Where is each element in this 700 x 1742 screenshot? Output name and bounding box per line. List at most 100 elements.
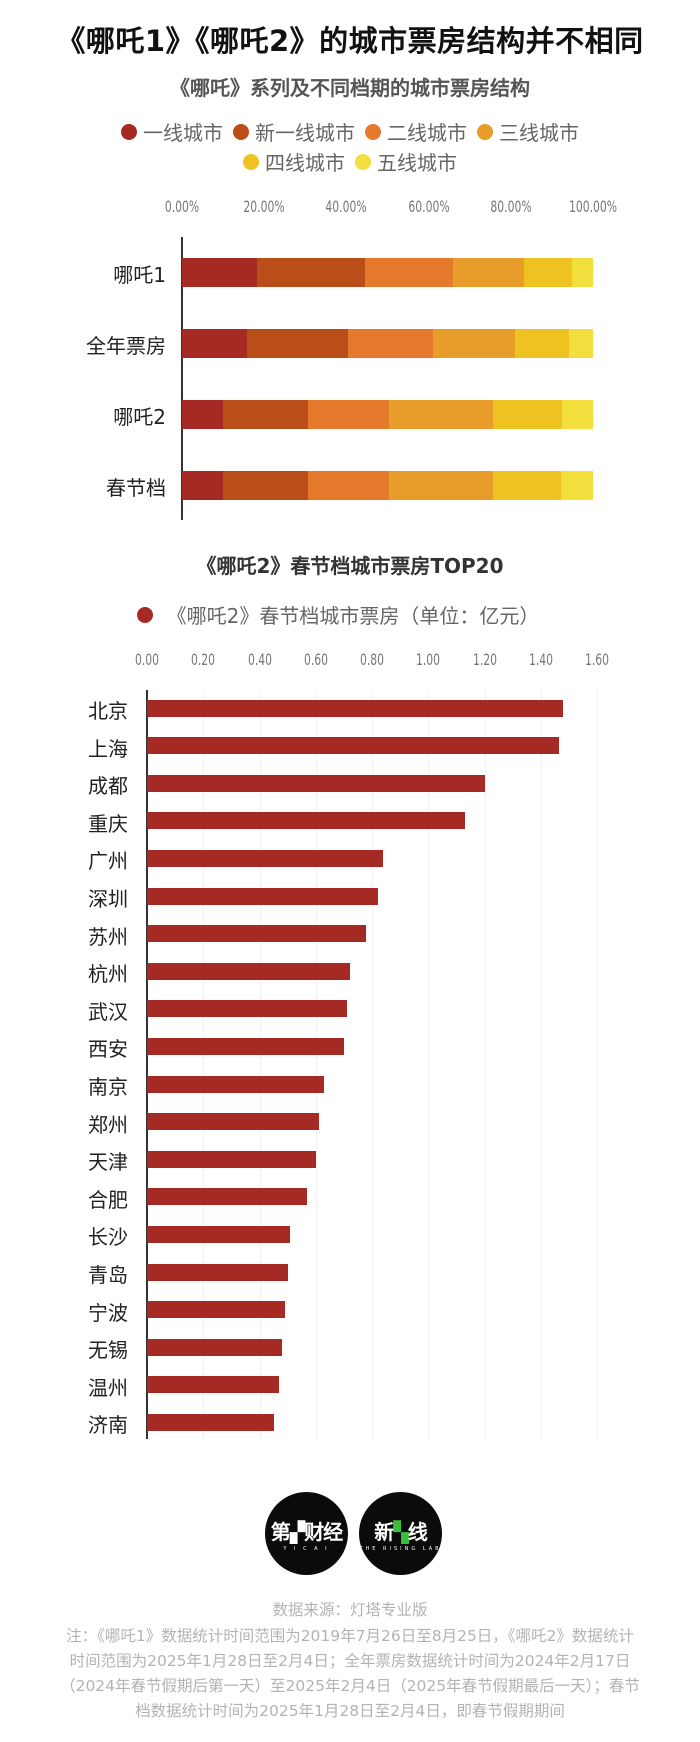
x-tick-label: 0.40 bbox=[247, 650, 272, 669]
bar-segment bbox=[182, 471, 224, 500]
page-title: 《哪吒1》《哪吒2》的城市票房结构并不相同 bbox=[56, 24, 644, 58]
x-tick-label: 20.00% bbox=[243, 197, 285, 216]
legend-row: 四线城市 五线城市 bbox=[0, 147, 700, 176]
bar-segment bbox=[560, 471, 593, 500]
category-label: 上海 bbox=[88, 736, 128, 761]
chart2-title: 《哪吒2》春节档城市票房TOP20 bbox=[196, 554, 504, 578]
bar-segment bbox=[572, 258, 593, 287]
bar-segment bbox=[523, 258, 572, 287]
legend-item: 四线城市 bbox=[243, 147, 345, 176]
city-bar bbox=[147, 1150, 316, 1168]
city-bar bbox=[147, 1113, 319, 1131]
legend-dot-icon bbox=[477, 123, 493, 140]
city-bar bbox=[147, 1301, 285, 1319]
bar-segment bbox=[433, 329, 516, 358]
x-tick-label: 1.60 bbox=[584, 650, 610, 669]
legend-item: 新一线城市 bbox=[233, 117, 355, 146]
category-label: 济南 bbox=[88, 1413, 128, 1438]
x-tick-label: 0.60 bbox=[303, 650, 328, 669]
bar-segment bbox=[562, 400, 593, 429]
legend-item: 一线城市 bbox=[121, 117, 223, 146]
legend-dot-icon bbox=[136, 606, 153, 623]
grid-line bbox=[372, 690, 373, 1439]
city-bar bbox=[147, 1188, 308, 1206]
category-label: 合肥 bbox=[88, 1187, 128, 1212]
bar-segment bbox=[569, 329, 593, 358]
city-bar bbox=[147, 774, 485, 792]
x-tick-label: 0.00 bbox=[134, 650, 160, 669]
legend-label: 一线城市 bbox=[143, 121, 223, 145]
chart1-title: 《哪吒》系列及不同档期的城市票房结构 bbox=[170, 76, 530, 100]
yicai-logo: 第▞财经 Y I C A I bbox=[265, 1492, 348, 1575]
bar-segment bbox=[389, 400, 494, 429]
category-label: 宁波 bbox=[88, 1300, 128, 1325]
legend-dot-icon bbox=[121, 123, 137, 140]
city-bar bbox=[147, 887, 378, 905]
grid-line bbox=[259, 690, 261, 1439]
category-label: 长沙 bbox=[88, 1225, 128, 1250]
legend-dot-icon bbox=[355, 153, 371, 170]
category-label: 春节档 bbox=[106, 476, 166, 500]
category-label: 全年票房 bbox=[86, 334, 166, 358]
grid-line bbox=[315, 690, 317, 1439]
category-label: 深圳 bbox=[88, 887, 128, 911]
legend-dot-icon bbox=[365, 123, 381, 140]
bar-segment bbox=[182, 329, 247, 358]
chart2-legend: 《哪吒2》春节档城市票房（单位：亿元） bbox=[0, 600, 688, 629]
city-bar bbox=[147, 1075, 325, 1093]
bar-segment bbox=[493, 471, 561, 500]
data-source: 数据来源：灯塔专业版 bbox=[272, 1601, 428, 1619]
category-label: 苏州 bbox=[88, 924, 128, 949]
grid-line bbox=[428, 690, 430, 1439]
category-label: 杭州 bbox=[88, 962, 128, 987]
category-label: 南京 bbox=[88, 1075, 128, 1099]
legend-item: 《哪吒2》春节档城市票房（单位：亿元） bbox=[136, 600, 540, 629]
x-tick-label: 1.20 bbox=[472, 650, 497, 669]
city-bar bbox=[147, 699, 564, 717]
city-bar bbox=[147, 1263, 288, 1281]
category-label: 青岛 bbox=[88, 1263, 128, 1287]
chart2-y-axis-line bbox=[146, 690, 148, 1439]
legend-item: 二线城市 bbox=[365, 117, 467, 146]
legend-label: 三线城市 bbox=[499, 121, 579, 145]
legend-label: 四线城市 bbox=[265, 151, 345, 175]
category-label: 哪吒2 bbox=[113, 405, 166, 429]
bar-segment bbox=[493, 400, 563, 429]
city-bar bbox=[147, 1413, 274, 1431]
grid-line bbox=[597, 690, 598, 1439]
category-label: 北京 bbox=[88, 699, 128, 723]
x-tick-label: 0.80 bbox=[359, 650, 385, 669]
legend-item: 五线城市 bbox=[355, 147, 457, 176]
bar-segment bbox=[308, 471, 390, 500]
city-bar bbox=[147, 812, 465, 830]
bar-segment bbox=[223, 400, 309, 429]
city-bar bbox=[147, 849, 384, 867]
x-tick-label: 1.00 bbox=[416, 650, 441, 669]
category-label: 成都 bbox=[88, 774, 128, 799]
category-label: 武汉 bbox=[88, 999, 128, 1024]
bar-segment bbox=[364, 258, 453, 287]
stacked-bar bbox=[182, 329, 593, 358]
city-bar bbox=[147, 737, 560, 755]
x-tick-label: 1.40 bbox=[528, 650, 553, 669]
x-tick-label: 40.00% bbox=[325, 197, 367, 216]
grid-line bbox=[484, 690, 486, 1439]
rising-lab-logo: 新▚线 THE RISING LAB bbox=[359, 1492, 442, 1575]
legend-label: 《哪吒2》春节档城市票房（单位：亿元） bbox=[166, 604, 540, 628]
stacked-bar bbox=[182, 471, 593, 500]
legend-item: 三线城市 bbox=[477, 117, 579, 146]
bar-segment bbox=[223, 471, 309, 500]
city-bar bbox=[147, 1225, 291, 1243]
category-label: 西安 bbox=[88, 1037, 128, 1062]
x-tick-label: 60.00% bbox=[408, 197, 450, 216]
bar-segment bbox=[452, 258, 524, 287]
bar-segment bbox=[246, 329, 349, 358]
legend-row: 一线城市 新一线城市 二线城市 三线城市 bbox=[0, 117, 700, 146]
grid-line bbox=[203, 690, 205, 1439]
grid-line bbox=[540, 690, 542, 1439]
bar-segment bbox=[182, 400, 224, 429]
city-bar bbox=[147, 1376, 280, 1394]
city-bar bbox=[147, 1000, 347, 1018]
category-label: 无锡 bbox=[88, 1338, 128, 1363]
category-label: 天津 bbox=[88, 1150, 128, 1175]
